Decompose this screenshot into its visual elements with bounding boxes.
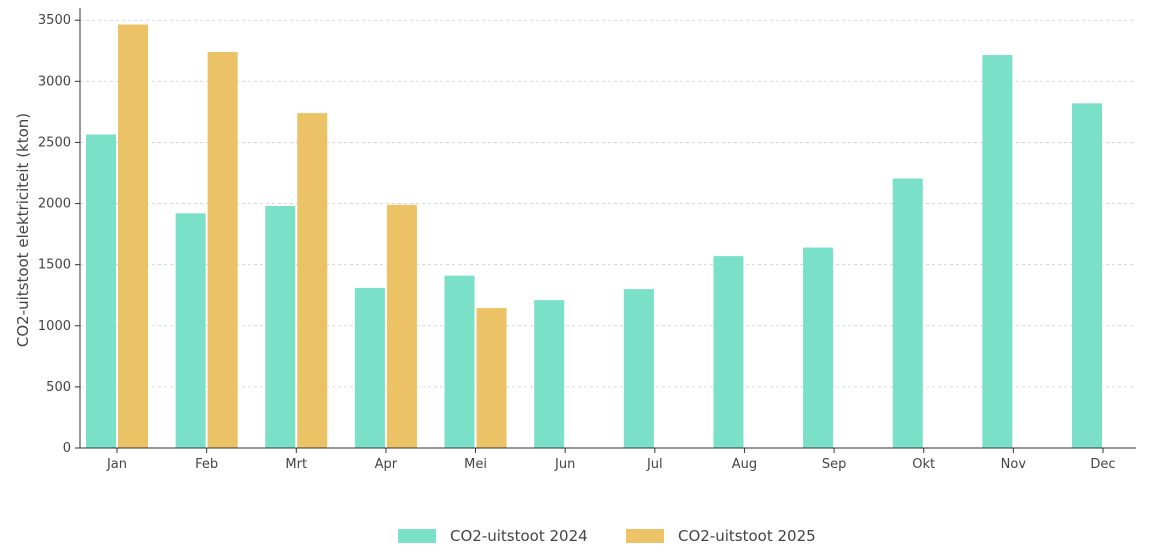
y-tick-label: 1500 [38,258,71,273]
y-tick-label: 0 [63,441,71,456]
bar-2025-mrt [297,113,328,448]
legend-label-2025: CO2-uitstoot 2025 [678,527,816,545]
y-tick-labels: 0 500 1000 1500 2000 2500 3000 3500 [38,13,80,456]
bar-2024-jul [623,289,654,448]
bar-2025-mei [476,308,507,448]
bar-2024-okt [892,178,923,448]
bar-2024-mei [444,275,475,448]
y-tick-label: 2000 [38,197,71,212]
bar-2024-dec [1072,103,1102,448]
bar-2024-jun [534,300,565,448]
x-tick-label-aug: Aug [732,457,757,472]
gridlines [80,19,1136,388]
x-tick-label-apr: Apr [375,457,398,472]
legend-label-2024: CO2-uitstoot 2024 [450,527,588,545]
y-axis-title: CO2-uitstoot elektriciteit (kton) [14,113,32,347]
axes [79,8,1136,449]
bar-2024-sep [803,247,834,448]
x-tick-labels: Jan Feb Mrt Apr Mei Jun Jul Aug Sep Okt Nov Dec [106,448,1116,472]
bar-2025-apr [386,204,417,448]
x-tick-label-sep: Sep [822,457,847,472]
bar-2024-feb [175,213,206,448]
bars [86,24,1102,449]
x-tick-label-nov: Nov [1001,457,1027,472]
x-tick-label-jun: Jun [554,457,575,472]
x-tick-label-feb: Feb [195,457,218,472]
bar-2025-feb [207,52,238,448]
x-tick-label-mei: Mei [464,457,487,472]
bar-2024-nov [982,55,1013,449]
legend-swatch-2024 [398,529,436,543]
bar-2024-aug [713,256,744,448]
x-tick-label-mrt: Mrt [285,457,307,472]
bar-2024-apr [354,287,385,448]
y-tick-label: 1000 [38,319,71,334]
bar-2025-jan [118,24,148,448]
legend: CO2-uitstoot 2024 CO2-uitstoot 2025 [398,527,816,545]
x-tick-label-jan: Jan [106,457,127,472]
x-tick-label-okt: Okt [912,457,935,472]
y-tick-label: 3000 [38,74,71,89]
bar-2024-mrt [265,206,296,448]
legend-swatch-2025 [626,529,664,543]
y-tick-label: 2500 [38,135,71,150]
y-tick-label: 500 [46,380,71,395]
bar-2024-jan [86,134,116,448]
x-tick-label-jul: Jul [646,457,663,472]
y-tick-label: 3500 [38,13,71,28]
x-tick-label-dec: Dec [1090,457,1115,472]
